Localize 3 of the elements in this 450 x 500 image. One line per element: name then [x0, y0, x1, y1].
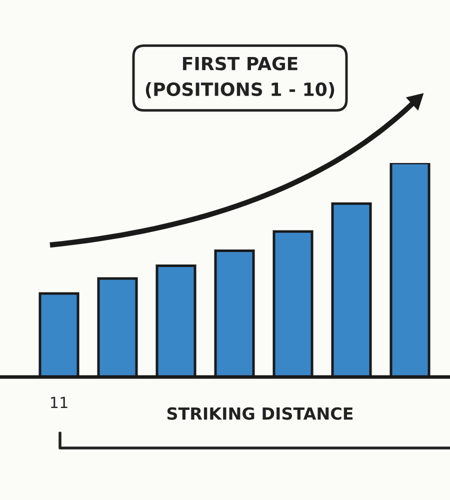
text: FIRST PAGE (POSITIONS 1 - 10) [146, 56, 334, 98]
x-tick-label: 11 [50, 396, 68, 408]
text: STRIKING DISTANCE [167, 407, 353, 420]
